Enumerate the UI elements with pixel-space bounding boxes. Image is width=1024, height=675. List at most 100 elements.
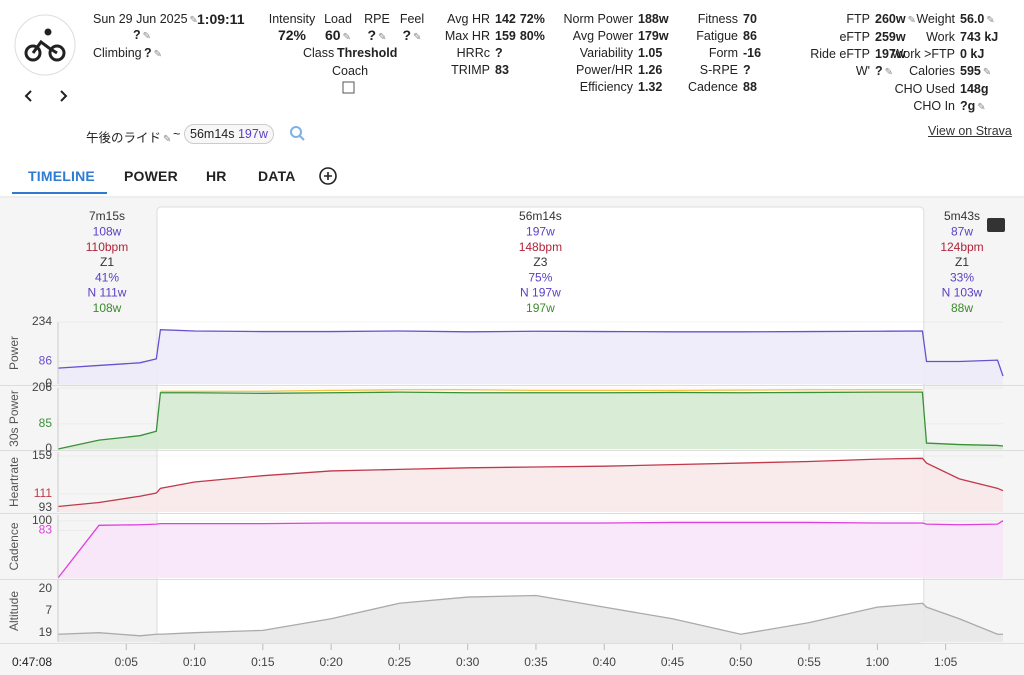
- tab[interactable]: DATA: [258, 168, 296, 184]
- search-icon-handle: [299, 135, 305, 141]
- tab[interactable]: TIMELINE: [28, 168, 95, 184]
- y-tick-label: 0: [45, 441, 52, 455]
- interval-intensity: 41%: [95, 270, 119, 284]
- x-tick-label: 0:50: [729, 655, 753, 669]
- stat-value: 743 kJ: [960, 31, 998, 44]
- y-tick-label: 7: [45, 603, 52, 617]
- stat-label: Norm Power: [563, 12, 633, 26]
- subtitle: ?: [133, 28, 151, 42]
- stat-value-text: 179w: [638, 29, 669, 43]
- stat-value: 56.0: [960, 12, 998, 27]
- x-tick-label: 0:25: [388, 655, 412, 669]
- stat-value: 179w: [638, 30, 669, 43]
- comment-icon[interactable]: [987, 218, 1005, 232]
- metric-label: Intensity: [268, 12, 316, 26]
- stat-value: 86: [743, 30, 761, 43]
- stat-column: FTP 260w eFTP 259w Ride eFTP 197w W'?: [725, 12, 916, 79]
- series-line: [57, 391, 1004, 450]
- nav-arrows[interactable]: [24, 90, 68, 102]
- stat-label: Work: [926, 30, 955, 44]
- y-tick-label: 20: [39, 581, 53, 595]
- x-tick-label: 0:45: [661, 655, 685, 669]
- cursor-label: 0:47:08: [12, 655, 52, 669]
- series-line: [57, 329, 1004, 377]
- y-tick-label: 100: [32, 513, 52, 527]
- ride-tilde: ~: [173, 127, 181, 141]
- add-tab[interactable]: [319, 167, 337, 185]
- stat-value-text: 86: [743, 29, 757, 43]
- rider-head: [44, 28, 52, 36]
- tab[interactable]: POWER: [124, 168, 178, 184]
- interval-hr: 148bpm: [519, 240, 562, 254]
- stat-label: Cadence: [687, 80, 738, 94]
- stat-label: eFTP: [839, 30, 870, 44]
- date: Sun 29 Jun 2025: [93, 12, 198, 26]
- strava-link[interactable]: View on Strava: [928, 124, 1012, 138]
- stat-extra: 72%: [519, 12, 545, 26]
- x-tick-label: 0:55: [797, 655, 821, 669]
- metric-value: ?: [382, 27, 442, 43]
- active-tab-underline: [12, 192, 107, 194]
- y-tick-label: 111: [34, 486, 53, 500]
- stat-value-text: ?: [495, 46, 503, 60]
- x-tick-label: 0:40: [593, 655, 617, 669]
- stat-value-text: 1.32: [638, 80, 663, 94]
- tab[interactable]: HR: [206, 168, 227, 184]
- interval-power-30s: 197w: [526, 301, 555, 315]
- series-line: [57, 594, 1003, 637]
- stat-value: 188w: [638, 13, 669, 26]
- y-tick-label: 83: [39, 523, 53, 537]
- stat-label: HRRc: [456, 46, 490, 60]
- stat-column: Norm Power 188w Avg Power 179w Variability 1.…: [488, 13, 669, 94]
- search-icon[interactable]: [290, 126, 302, 138]
- stat-extra: 80%: [519, 29, 545, 43]
- area-fill: [58, 392, 1003, 449]
- panel-label: Altitude: [7, 591, 21, 631]
- stat-value: 0 kJ: [960, 48, 998, 61]
- stat-value-text: 56.0: [960, 12, 995, 26]
- x-tick-label: 0:30: [456, 655, 480, 669]
- stat-label: Avg Power: [572, 29, 633, 43]
- stat-value: 1.26: [638, 64, 669, 77]
- x-tick-label: 0:35: [524, 655, 548, 669]
- y-tick-label: 159: [32, 448, 52, 462]
- stat-value: ?: [875, 64, 916, 79]
- stat-value: 70: [743, 13, 761, 26]
- stat-value-text: 159: [495, 29, 516, 43]
- stat-label: Fatigue: [696, 29, 738, 43]
- climbing-label: Climbing: [93, 46, 142, 60]
- ride-chip[interactable]: 56m14s 197w: [184, 124, 274, 144]
- panel-label: Cadence: [7, 522, 21, 570]
- x-tick-label: 1:05: [934, 655, 958, 669]
- x-tick-label: 1:00: [866, 655, 890, 669]
- area-fill: [58, 520, 1003, 578]
- interval-zone: Z1: [955, 255, 969, 269]
- interval-power: 197w: [526, 224, 555, 238]
- interval-duration: 56m14s: [519, 209, 562, 223]
- metric-value: 60: [308, 27, 368, 43]
- metric-value: 72%: [277, 27, 307, 43]
- series-line: [57, 520, 1004, 579]
- stat-label: Calories: [909, 64, 955, 78]
- stat-label: W': [855, 64, 870, 78]
- stat-label: Weight: [916, 12, 955, 26]
- stat-label: Power/HR: [576, 63, 633, 77]
- chip-power: 197w: [237, 127, 268, 141]
- interval-zone: Z1: [100, 255, 114, 269]
- stat-label: Max HR: [444, 29, 490, 43]
- stat-label: Variability: [579, 46, 633, 60]
- stat-label: Ride eFTP: [810, 47, 870, 61]
- coach-checkbox[interactable]: [342, 81, 355, 94]
- interval-hr: 110bpm: [86, 240, 128, 254]
- area-fill: [58, 329, 1003, 384]
- stat-value-text: 259w: [875, 30, 906, 44]
- stat-column: Fitness 70 Fatigue 86 Form -16 S-RPE? Cadence 88: [593, 13, 761, 94]
- metric-label: Load: [324, 12, 352, 26]
- stat-label: Efficiency: [579, 80, 633, 94]
- stat-value-text: 260w: [875, 12, 916, 26]
- y-tick-label: 206: [32, 380, 52, 394]
- interval-power-30s: 108w: [93, 301, 122, 315]
- stat-value-text: 88: [743, 80, 757, 94]
- stat-value: 260w: [875, 12, 916, 27]
